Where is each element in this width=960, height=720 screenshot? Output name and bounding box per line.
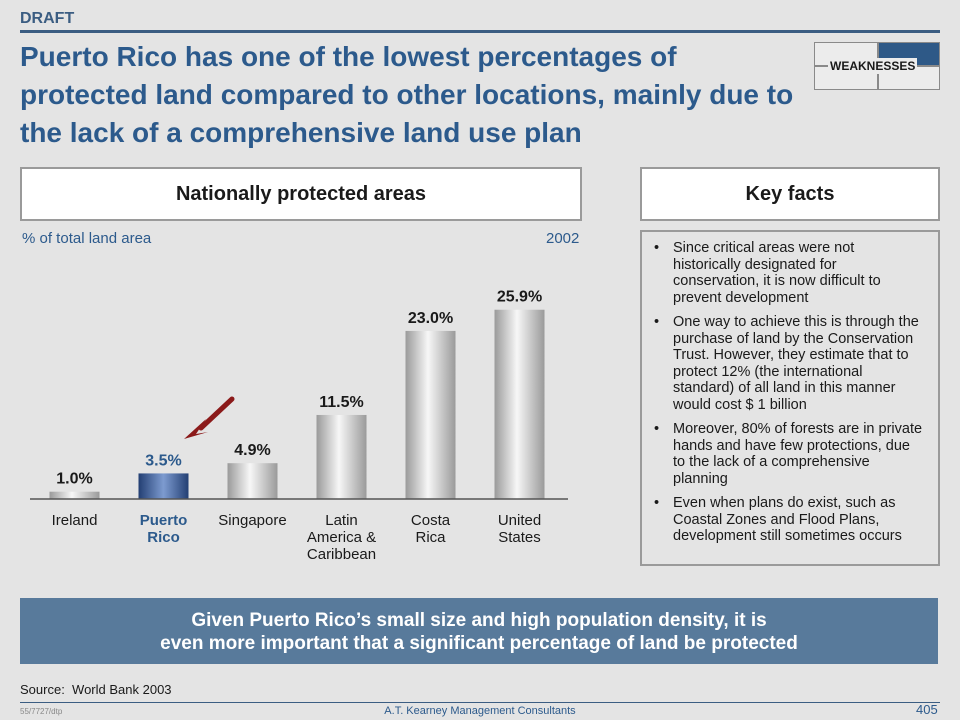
- page-title: Puerto Rico has one of the lowest percen…: [20, 41, 794, 148]
- chart-year-label: 2002: [546, 230, 580, 247]
- key-fact-text: One way to achieve this is through the p…: [673, 314, 919, 413]
- conclusion-line-2: even more important that a significant p…: [160, 633, 798, 654]
- category-label: Costa Rica: [411, 512, 451, 546]
- document-id: 55/7727/dtp: [20, 707, 63, 716]
- category-label-line: America &: [307, 529, 376, 546]
- category-label-line: States: [498, 529, 541, 546]
- conclusion-line-1: Given Puerto Rico’s small size and high …: [191, 610, 767, 631]
- key-fact-item: • Even when plans do exist, such as Coast…: [654, 495, 926, 545]
- category-label-line: Rica: [415, 529, 446, 546]
- bullet-icon: •: [654, 421, 660, 437]
- category-label: Latin America & Caribbean: [307, 512, 376, 563]
- bar: [227, 463, 278, 499]
- key-fact-text: Moreover, 80% of forests are in private …: [673, 421, 923, 487]
- source-note: Source: World Bank 2003: [20, 682, 172, 697]
- conclusion-banner: Given Puerto Rico’s small size and high …: [20, 598, 938, 664]
- category-label-line: Rico: [147, 529, 180, 546]
- category-label: Singapore: [218, 512, 286, 529]
- bottom-rule: [20, 702, 940, 703]
- category-label: Puerto Rico: [140, 512, 188, 546]
- category-label-line: United: [498, 512, 541, 529]
- category-label-line: Caribbean: [307, 546, 376, 563]
- top-rule: [20, 30, 940, 33]
- data-label: 1.0%: [56, 471, 92, 488]
- key-fact-text: Even when plans do exist, such as Coasta…: [673, 495, 902, 544]
- chart-unit-label: % of total land area: [22, 230, 152, 247]
- category-label-line: Singapore: [218, 512, 286, 529]
- highlight-arrowhead-icon: [184, 419, 208, 439]
- data-label: 3.5%: [145, 452, 181, 469]
- bar: [138, 473, 189, 499]
- highlight-arrow: [198, 396, 235, 431]
- firm-name: A.T. Kearney Management Consultants: [384, 705, 576, 717]
- category-label-line: Puerto: [140, 512, 188, 529]
- key-facts-list: • Since critical areas were not historica…: [642, 232, 938, 545]
- data-label: 23.0%: [408, 310, 453, 327]
- bullet-icon: •: [654, 495, 660, 511]
- source-label: Source:: [20, 682, 65, 697]
- page-number: 405: [916, 702, 938, 717]
- key-fact-item: • Since critical areas were not historica…: [654, 240, 926, 306]
- category-label-line: Ireland: [52, 512, 98, 529]
- category-label: Ireland: [52, 512, 98, 529]
- category-label: United States: [498, 512, 541, 546]
- bullet-icon: •: [654, 240, 660, 256]
- key-fact-item: • One way to achieve this is through the …: [654, 314, 926, 413]
- chart-panel-heading: Nationally protected areas: [20, 167, 582, 221]
- data-label: 4.9%: [234, 442, 270, 459]
- bar: [49, 491, 100, 499]
- category-label-line: Costa: [411, 512, 451, 529]
- facts-panel-heading: Key facts: [640, 167, 940, 221]
- source-value: World Bank 2003: [72, 682, 172, 697]
- data-label: 11.5%: [319, 394, 363, 411]
- key-fact-item: • Moreover, 80% of forests are in private…: [654, 421, 926, 487]
- bar: [494, 309, 545, 499]
- data-label: 25.9%: [497, 289, 542, 306]
- draft-label: DRAFT: [20, 10, 75, 27]
- section-tag: WEAKNESSES: [828, 58, 918, 74]
- key-fact-text: Since critical areas were not historical…: [673, 240, 881, 306]
- bar: [316, 414, 367, 499]
- key-facts-box: • Since critical areas were not historica…: [640, 230, 940, 566]
- category-label-line: Latin: [325, 512, 358, 529]
- bullet-icon: •: [654, 314, 660, 330]
- bar-chart: 1.0% Ireland 3.5% Puerto Rico 4.9% Singapore 11…: [30, 289, 568, 563]
- bar: [405, 330, 456, 499]
